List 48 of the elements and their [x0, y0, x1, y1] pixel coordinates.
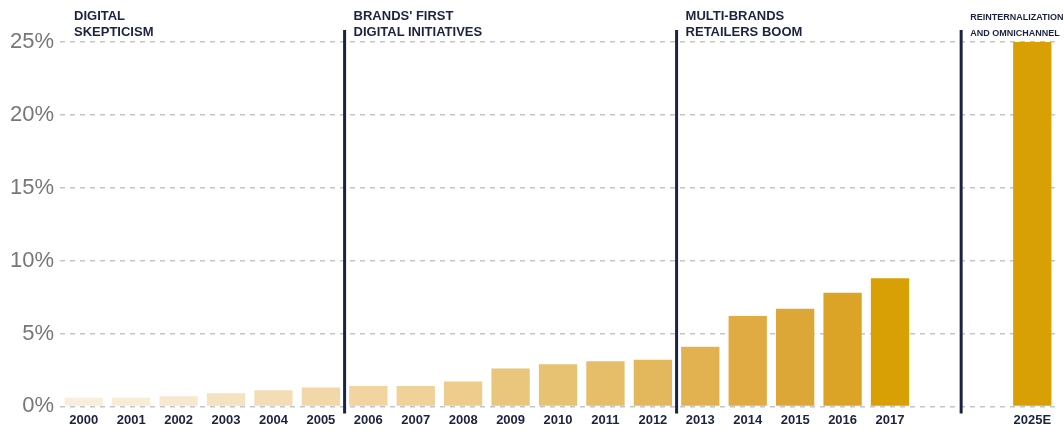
- bar: [870, 278, 910, 406]
- y-tick-label: 0%: [22, 392, 55, 418]
- y-tick-label: 25%: [9, 28, 55, 54]
- bar: [776, 308, 815, 406]
- bar: [633, 359, 673, 406]
- x-tick-label: 2005: [306, 411, 336, 427]
- x-tick-label: 2012: [638, 411, 668, 427]
- text: BRANDS' FIRST DIGITAL INITIATIVES: [353, 8, 483, 39]
- x-tick-label: 2014: [733, 411, 763, 427]
- bar: [159, 396, 198, 406]
- bar: [112, 397, 151, 406]
- x-tick-label: 2009: [496, 411, 526, 427]
- y-tick-label: 20%: [9, 100, 55, 126]
- x-tick-label: 2011: [591, 411, 620, 427]
- bar: [349, 385, 388, 406]
- x-tick-label: 2008: [448, 411, 478, 427]
- bar: [1013, 42, 1052, 406]
- text: DIGITAL SKEPTICISM: [74, 8, 154, 39]
- bar: [396, 385, 435, 406]
- x-tick-label: 2017: [875, 411, 905, 427]
- x-tick-label: 2007: [401, 411, 431, 427]
- y-tick-label: 15%: [9, 173, 55, 199]
- x-tick-label: 2000: [69, 411, 99, 427]
- x-tick-label: 2006: [353, 411, 383, 427]
- x-tick-label: 2001: [116, 411, 146, 427]
- y-tick-label: 10%: [9, 246, 55, 272]
- bar: [491, 368, 530, 406]
- x-tick-label: 2003: [211, 411, 241, 427]
- text: MULTI-BRANDS RETAILERS BOOM: [685, 8, 803, 39]
- x-tick-label: 2004: [258, 411, 289, 427]
- bar: [538, 364, 578, 406]
- y-tick-label: 5%: [22, 319, 55, 345]
- bar: [254, 390, 293, 406]
- bar: [681, 346, 720, 406]
- x-tick-label: 2002: [164, 411, 194, 427]
- x-tick-label: 2015: [780, 411, 810, 427]
- x-tick-label: 2025E: [1013, 411, 1052, 427]
- bar: [728, 316, 767, 406]
- bar: [301, 387, 341, 406]
- bar: [64, 397, 103, 406]
- bar: [586, 361, 625, 406]
- x-tick-label: 2016: [828, 411, 858, 427]
- text: REINTERNALIZATION AND OMNICHANNEL: [970, 12, 1064, 38]
- bar: [206, 393, 246, 406]
- bar: [444, 381, 483, 406]
- x-tick-label: 2010: [543, 411, 573, 427]
- x-tick-label: 2013: [685, 411, 715, 427]
- bar: [823, 292, 862, 406]
